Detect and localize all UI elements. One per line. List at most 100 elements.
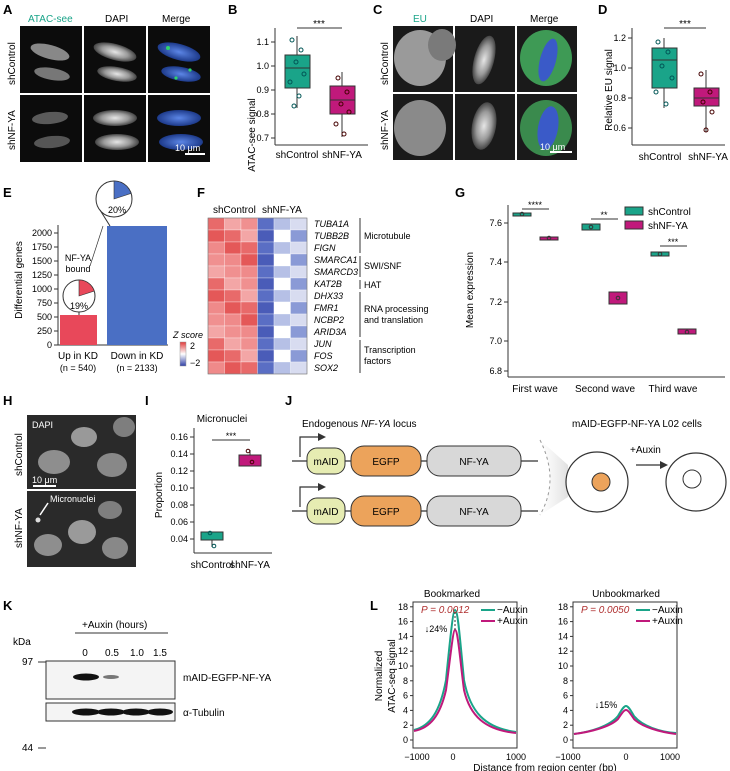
d-ytick: 1.0 [613, 63, 626, 73]
heatmap-cell [290, 361, 308, 375]
heatmap-cell [290, 277, 308, 291]
heatmap-cell [290, 325, 308, 339]
f-gene: NCBP2 [314, 315, 344, 325]
heatmap-cell [290, 337, 308, 351]
panel-c: EU DAPI Merge 10 μm shControl shNF-YA [380, 14, 577, 160]
d-xlabel-shcontrol: shControl [639, 152, 682, 163]
e-ytick: 750 [37, 298, 52, 308]
i-xlabel-shnfya: shNF-YA [230, 560, 270, 571]
l-legend-minus-2: −Auxin [652, 605, 683, 616]
heatmap-cell [240, 277, 258, 291]
l-title-bookmarked: Bookmarked [424, 589, 480, 600]
b-box-shcontrol [284, 36, 311, 109]
b-xlabel-shnfya: shNF-YA [322, 150, 362, 161]
i-ytick: 0.10 [170, 483, 188, 493]
k-marker-44: 44 [22, 743, 34, 754]
e-bar-down [107, 226, 167, 345]
l-ytick: 0 [403, 735, 408, 745]
g-xlabel-third: Third wave [649, 384, 698, 395]
panel-letter-j: J [285, 393, 292, 408]
l-ytick: 10 [558, 661, 568, 671]
heatmap-border [207, 217, 308, 375]
l-ylabel-1: Normalized [374, 651, 385, 702]
j-box-maid: mAID [314, 457, 339, 468]
b-yticks: 0.7 0.8 0.9 1.0 1.1 [256, 37, 275, 143]
h-micronuclei-label: Micronuclei [50, 494, 96, 504]
heatmap-cell [273, 265, 291, 279]
panel-letter-g: G [455, 185, 465, 200]
e-n-up: (n = 540) [60, 363, 96, 373]
c-col-dapi: DAPI [470, 14, 493, 25]
g-ytick: 6.8 [489, 366, 502, 376]
k-header: +Auxin (hours) [82, 620, 147, 631]
b-xlabel-shcontrol: shControl [276, 150, 319, 161]
l-p-unbookmarked: P = 0.0050 [581, 605, 630, 616]
heatmap-cell [207, 325, 225, 339]
l-xtick: −1000 [404, 752, 429, 762]
panel-letter-e: E [3, 185, 12, 200]
f-gene-labels: TUBA1A TUBB2B FIGN SMARCA1 SMARCD3 KAT2B… [313, 219, 358, 373]
l-legend-plus-2: +Auxin [652, 616, 683, 627]
f-category: RNA processing [364, 304, 429, 314]
heatmap-cell [257, 289, 275, 303]
j-box-egfp: EGFP [372, 457, 400, 468]
l-curve-bk-minus [413, 608, 517, 733]
heatmap-cell [240, 325, 258, 339]
e-ytick: 1750 [32, 242, 52, 252]
e-n-down: (n = 2133) [116, 363, 157, 373]
e-ylabel: Differential genes [14, 241, 25, 319]
panel-j: Endogenous NF-YA locus mAID-EGFP-NF-YA L… [292, 419, 727, 527]
heatmap-cell [240, 349, 258, 363]
g-boxes [512, 211, 697, 335]
f-gene: SMARCD3 [314, 267, 358, 277]
heatmap-cell [257, 241, 275, 255]
heatmap-cell [257, 217, 275, 231]
heatmap-cell [207, 277, 225, 291]
k-tp-2: 1.0 [130, 648, 144, 659]
e-bar-up [60, 315, 97, 345]
f-legend-bar [179, 341, 187, 367]
g-legend-shnfya: shNF-YA [648, 221, 688, 232]
g-ytick: 7.2 [489, 297, 502, 307]
e-xlabel-down: Down in KD [111, 351, 164, 362]
panel-letter-k: K [3, 598, 13, 613]
e-ytick: 2000 [32, 228, 52, 238]
e-annotation-2: bound [65, 264, 90, 274]
d-ytick: 1.2 [613, 33, 626, 43]
heatmap-cell [273, 229, 291, 243]
f-legend-tick: 2 [190, 341, 195, 351]
h-scale-label: 10 μm [32, 475, 57, 485]
l-ytick: 8 [563, 676, 568, 686]
f-gene: SMARCA1 [314, 255, 358, 265]
heatmap-cell [207, 301, 225, 315]
heatmap-cell [290, 313, 308, 327]
g-yticks: 6.8 7.0 7.2 7.4 7.6 [489, 218, 508, 376]
i-ytick: 0.16 [170, 432, 188, 442]
c-col-eu: EU [413, 14, 427, 25]
heatmap-cell [273, 217, 291, 231]
d-ytick: 0.6 [613, 123, 626, 133]
heatmap-cell [240, 253, 258, 267]
f-gene: TUBB2B [314, 231, 349, 241]
a-col-dapi: DAPI [105, 14, 128, 25]
heatmap-cell [240, 301, 258, 315]
l-ytick: 2 [563, 720, 568, 730]
l-ytick: 12 [558, 646, 568, 656]
l-ytick: 14 [558, 631, 568, 641]
heatmap-cell [290, 349, 308, 363]
heatmap-cell [224, 337, 242, 351]
f-legend-tick: −2 [190, 358, 200, 368]
c-row-shcontrol: shControl [380, 42, 391, 85]
h-row-shcontrol: shControl [14, 433, 25, 476]
f-gene: TUBA1A [314, 219, 349, 229]
l-ytick: 4 [403, 705, 408, 715]
heatmap-cell [224, 361, 242, 375]
heatmap-cell [240, 289, 258, 303]
f-heatmap-cells [207, 217, 308, 375]
f-gene: ARID3A [313, 327, 347, 337]
i-ytick: 0.06 [170, 517, 188, 527]
e-ytick: 1000 [32, 284, 52, 294]
e-ytick: 250 [37, 326, 52, 336]
l-ytick: 18 [398, 602, 408, 612]
f-gene: SOX2 [314, 363, 338, 373]
